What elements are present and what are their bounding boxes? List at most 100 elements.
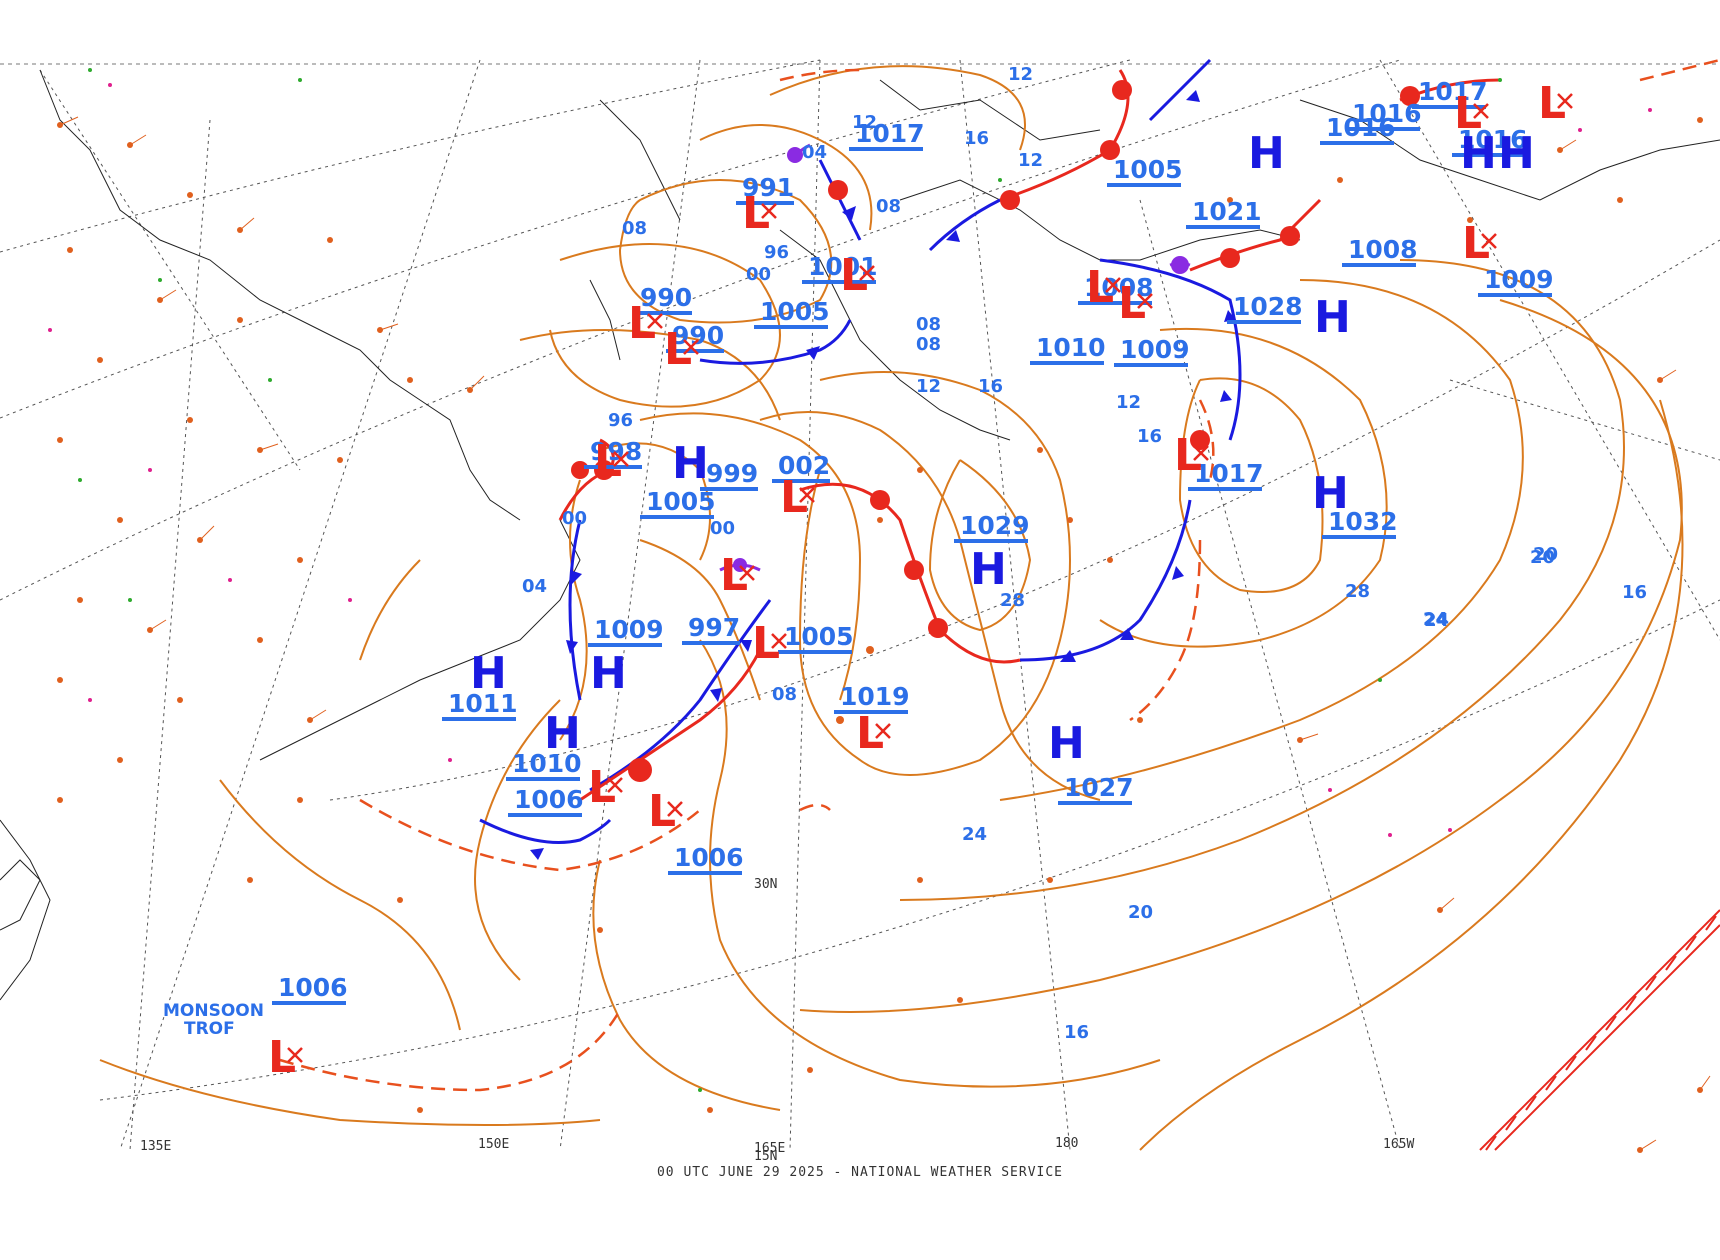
isobar-label: 08 bbox=[876, 196, 901, 217]
pressure-label-underline bbox=[700, 487, 758, 491]
pressure-label: 991 bbox=[742, 173, 794, 202]
low-center-marker bbox=[287, 1047, 303, 1063]
pressure-label-underline bbox=[1186, 225, 1260, 229]
low-center-marker bbox=[667, 801, 683, 817]
isobar-label: 08 bbox=[916, 334, 941, 355]
isobar-label: 20 bbox=[1530, 547, 1555, 568]
high-pressure-center: H bbox=[1498, 128, 1535, 179]
isobar-label: 20 bbox=[1533, 544, 1558, 565]
pressure-label-underline bbox=[1322, 535, 1396, 539]
pressure-label: 1009 bbox=[1484, 265, 1554, 294]
pressure-label: 999 bbox=[706, 459, 758, 488]
pressure-label: 1029 bbox=[960, 511, 1030, 540]
pressure-label-underline bbox=[772, 479, 830, 483]
low-center-marker bbox=[739, 565, 755, 581]
map-caption: 00 UTC JUNE 29 2025 - NATIONAL WEATHER S… bbox=[657, 1165, 1063, 1180]
low-center-marker bbox=[1557, 93, 1573, 109]
pressure-label-underline bbox=[1078, 301, 1152, 305]
pressure-label-underline bbox=[778, 650, 852, 654]
low-center-marker bbox=[859, 265, 875, 281]
isobar-label: 08 bbox=[772, 684, 797, 705]
monsoon-trough-label: MONSOON TROF bbox=[163, 1001, 264, 1039]
pressure-label: 1006 bbox=[674, 843, 744, 872]
isobar-label: 24 bbox=[1423, 609, 1448, 630]
pressure-label: 990 bbox=[672, 321, 724, 350]
pressure-label: 1001 bbox=[808, 252, 878, 281]
low-center-marker bbox=[647, 313, 663, 329]
pressure-label: 1028 bbox=[1233, 292, 1303, 321]
pressure-label: 1008 bbox=[1348, 235, 1418, 264]
pressure-label: 002 bbox=[778, 451, 830, 480]
low-center-marker bbox=[1473, 103, 1489, 119]
isobar-label: 96 bbox=[608, 410, 633, 431]
pressure-label-underline bbox=[954, 539, 1028, 543]
isobar-label: 24 bbox=[1424, 610, 1449, 631]
grid-label-165e: 165E bbox=[754, 1141, 785, 1156]
pressure-label: 1006 bbox=[278, 973, 348, 1002]
isobar-label: 00 bbox=[710, 518, 735, 539]
pressure-label-underline bbox=[634, 311, 692, 315]
pressure-label-underline bbox=[1412, 105, 1486, 109]
high-pressure-center: H bbox=[590, 648, 627, 699]
trough-lines bbox=[279, 58, 1720, 1092]
pressure-label-underline bbox=[506, 777, 580, 781]
pressure-label-underline bbox=[508, 813, 582, 817]
isobar-label: 00 bbox=[562, 508, 587, 529]
grid-labels: 150E 165E 180 165W 135E 30N 15N bbox=[140, 877, 1414, 1164]
pressure-label-underline bbox=[1030, 361, 1104, 365]
isobar-label: 24 bbox=[962, 824, 987, 845]
pressure-label: 1005 bbox=[760, 297, 830, 326]
isobar-label: 04 bbox=[522, 576, 547, 597]
pressure-label-underline bbox=[1107, 183, 1181, 187]
isobar-label: 20 bbox=[1128, 902, 1153, 923]
pressure-label-underline bbox=[584, 465, 642, 469]
low-center-marker bbox=[1137, 293, 1153, 309]
pressure-label: 1005 bbox=[784, 622, 854, 651]
pressure-label-underline bbox=[1227, 320, 1301, 324]
isobar-label: 16 bbox=[1622, 582, 1647, 603]
pressure-label-underline bbox=[834, 710, 908, 714]
high-pressure-center: H bbox=[1312, 468, 1349, 519]
grid-label-165w: 165W bbox=[1383, 1137, 1414, 1152]
isobars bbox=[99, 65, 1684, 1151]
isobar-label: 16 bbox=[964, 128, 989, 149]
isobar-label: 08 bbox=[916, 314, 941, 335]
pressure-label: 1011 bbox=[448, 689, 518, 718]
pressure-label-underline bbox=[668, 871, 742, 875]
pressure-label-underline bbox=[1452, 153, 1526, 157]
isobar-label: 96 bbox=[764, 242, 789, 263]
pressure-label-underline bbox=[588, 643, 662, 647]
pressure-label: 1006 bbox=[514, 785, 584, 814]
grid-label-150e: 150E bbox=[478, 1137, 509, 1152]
high-pressure-center: H bbox=[672, 438, 709, 489]
pressure-label-underline bbox=[682, 641, 740, 645]
isobar-label: 08 bbox=[622, 218, 647, 239]
high-pressure-center: H bbox=[470, 648, 507, 699]
pressure-label: 1016 bbox=[1352, 99, 1422, 128]
pressure-label-underline bbox=[272, 1001, 346, 1005]
high-pressure-center: H bbox=[1048, 718, 1085, 769]
grid-label-30n: 30N bbox=[754, 877, 777, 892]
pressure-label-underline bbox=[640, 515, 714, 519]
isobar-label: 12 bbox=[1008, 64, 1033, 85]
high-pressure-center: H bbox=[1460, 128, 1497, 179]
isobar-label: 16 bbox=[1064, 1022, 1089, 1043]
pressure-label: 1010 bbox=[512, 749, 582, 778]
pressure-label-underline bbox=[736, 201, 794, 205]
pressure-label: 998 bbox=[590, 437, 642, 466]
low-center-marker bbox=[607, 777, 623, 793]
pressure-label: 1017 bbox=[855, 119, 925, 148]
isobar-label: 28 bbox=[1345, 581, 1370, 602]
front-symbols bbox=[530, 80, 1420, 860]
hatched-line bbox=[1479, 909, 1720, 1151]
pressure-label: 1010 bbox=[1036, 333, 1106, 362]
low-center-marker bbox=[771, 633, 787, 649]
low-center-marker bbox=[799, 487, 815, 503]
pressure-label: 1027 bbox=[1064, 773, 1134, 802]
pressure-label: 1017 bbox=[1194, 459, 1264, 488]
isobar-label: 12 bbox=[1018, 150, 1043, 171]
pressure-label-underline bbox=[1478, 293, 1552, 297]
